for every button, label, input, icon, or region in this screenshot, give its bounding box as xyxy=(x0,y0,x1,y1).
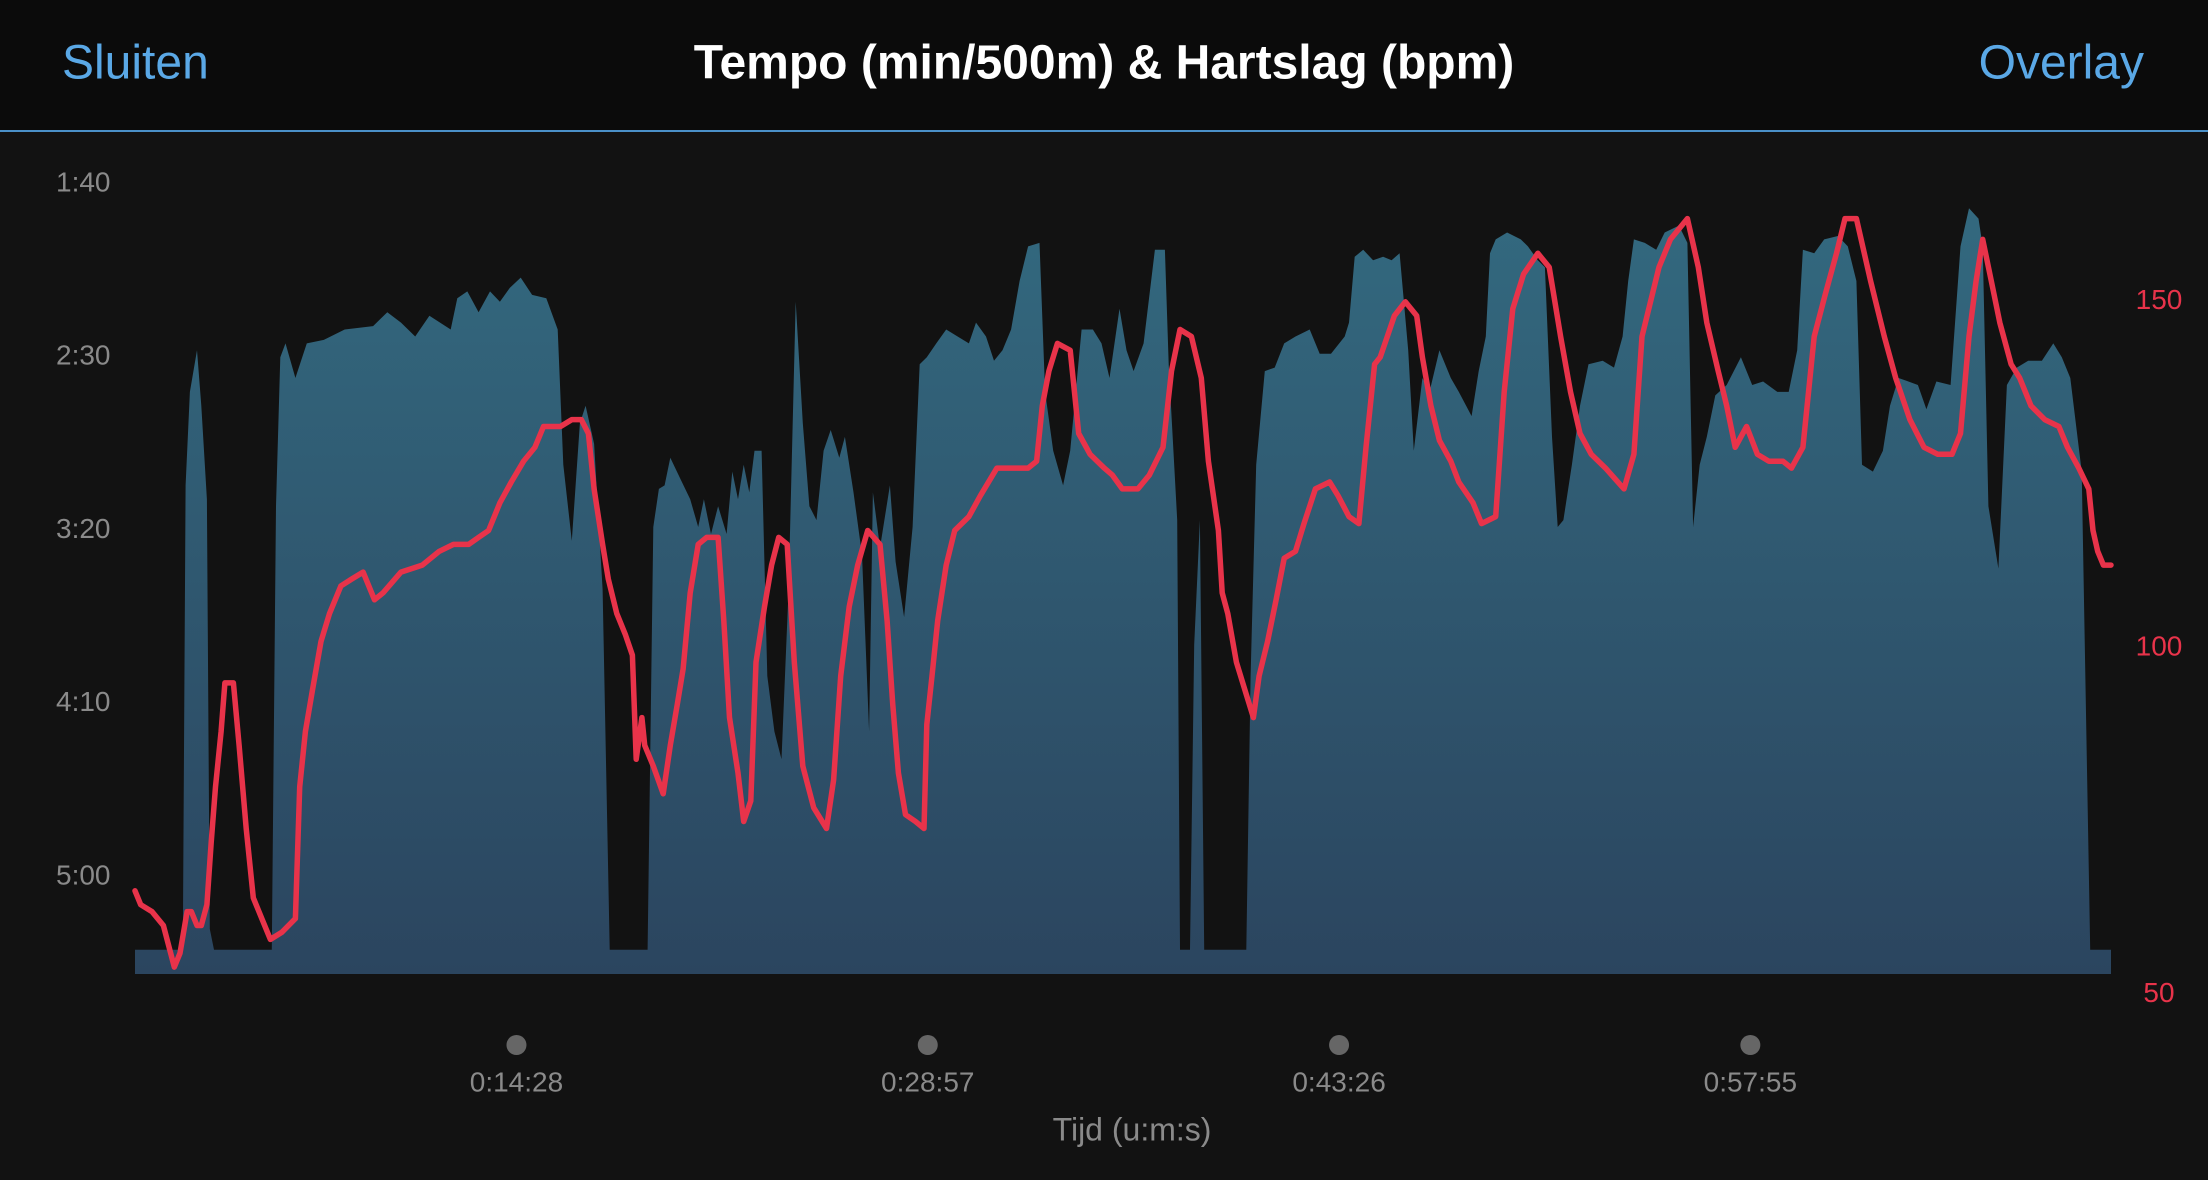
header-bar xyxy=(0,0,2208,130)
y-tick-label: 5:00 xyxy=(56,859,111,890)
header-title: Tempo (min/500m) & Hartslag (bpm) xyxy=(694,37,1515,90)
x-axis-label: Tijd (u:m:s) xyxy=(1053,1111,1212,1147)
pace-area xyxy=(135,208,2111,975)
x-tick-label: 0:57:55 xyxy=(1704,1066,1797,1097)
close-button[interactable]: Sluiten xyxy=(62,37,209,90)
y-tick-label: 4:10 xyxy=(56,686,111,717)
y2-tick-label: 100 xyxy=(2136,631,2183,662)
x-tick-mark xyxy=(1329,1035,1350,1055)
x-tick-label: 0:28:57 xyxy=(881,1066,974,1097)
x-tick-label: 0:14:28 xyxy=(470,1066,563,1097)
y2-tick-label: 150 xyxy=(2136,284,2183,315)
y-tick-label: 1:40 xyxy=(56,166,111,197)
x-tick-label: 0:43:26 xyxy=(1292,1066,1385,1097)
x-tick-mark xyxy=(1740,1035,1761,1055)
plot: 1:40 2:30 3:20 4:10 5:00 50 100 150 0:14:28 0:28:… xyxy=(56,166,2182,1097)
heart-rate-line xyxy=(132,215,2114,970)
x-tick-mark xyxy=(917,1035,938,1055)
overlay-button[interactable]: Overlay xyxy=(1979,37,2144,90)
y-tick-label: 2:30 xyxy=(56,340,111,371)
x-tick-mark xyxy=(506,1035,527,1055)
y2-tick-label: 50 xyxy=(2143,977,2174,1008)
y-tick-label: 3:20 xyxy=(56,513,111,544)
